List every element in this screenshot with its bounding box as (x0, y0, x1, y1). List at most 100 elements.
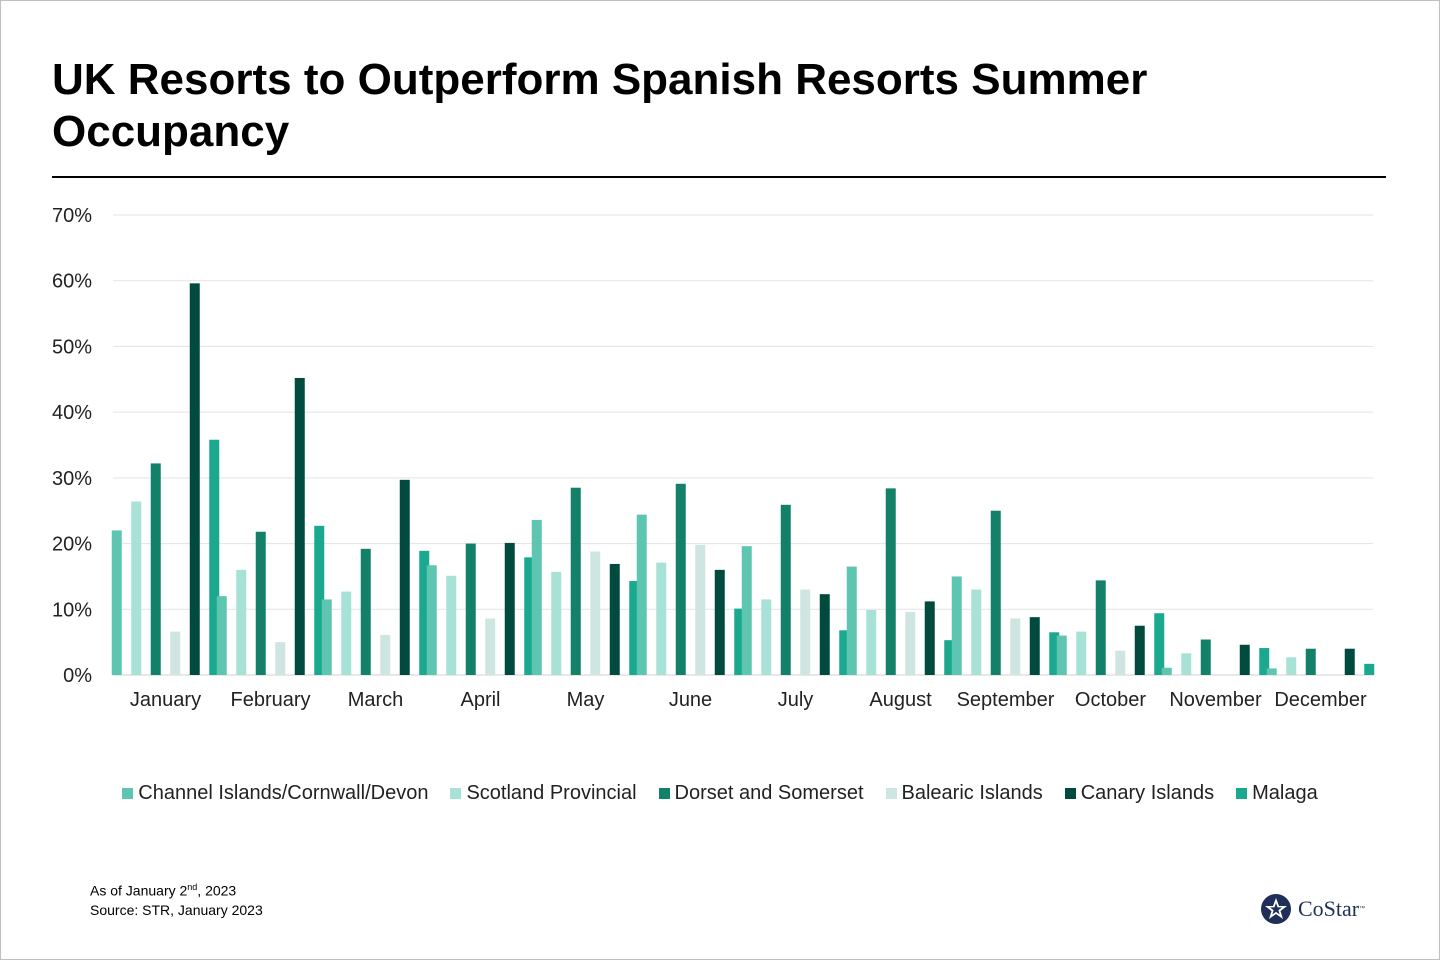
bar (1010, 618, 1021, 675)
bar (1134, 625, 1145, 675)
costar-trademark: ™ (1359, 906, 1366, 912)
y-tick-label: 0% (63, 665, 92, 687)
x-tick-label: September (957, 689, 1055, 711)
bar (846, 566, 857, 675)
bar (1095, 580, 1106, 675)
chart-legend: Channel Islands/Cornwall/Devon Scotland P… (0, 782, 1440, 805)
bar (255, 531, 266, 675)
y-tick-label: 50% (52, 336, 92, 358)
y-tick-label: 20% (52, 534, 92, 556)
as-of-ordinal: nd (187, 882, 198, 892)
x-tick-label: February (230, 689, 310, 711)
y-tick-label: 30% (52, 468, 92, 490)
bar (216, 596, 227, 675)
legend-label: Scotland Provincial (466, 782, 637, 804)
bar (419, 550, 430, 675)
x-tick-label: January (130, 689, 201, 711)
bar (609, 563, 620, 675)
legend-swatch (1064, 788, 1076, 799)
x-tick-label: March (348, 689, 404, 711)
y-tick-label: 60% (52, 271, 92, 293)
bar (1239, 644, 1250, 675)
as-of-date: As of January 2nd, 2023 (90, 878, 263, 901)
bar (275, 642, 286, 675)
bar (1029, 617, 1040, 675)
x-tick-label: November (1169, 689, 1262, 711)
bar (944, 640, 955, 675)
bar (399, 479, 410, 675)
legend-item: Canary Islands (1064, 782, 1215, 805)
title-divider (52, 176, 1386, 178)
bar (971, 589, 982, 675)
bar (551, 571, 562, 675)
x-tick-label: June (669, 689, 712, 711)
bar (800, 589, 811, 675)
y-tick-label: 40% (52, 402, 92, 424)
bar (170, 631, 181, 675)
bar (924, 601, 935, 675)
bar (866, 609, 877, 675)
x-tick-label: December (1274, 689, 1367, 711)
bar (294, 377, 305, 675)
bar (570, 487, 581, 675)
bar (885, 488, 896, 675)
legend-item: Scotland Provincial (450, 782, 637, 805)
source-note: Source: STR, January 2023 (90, 901, 263, 918)
bar (504, 542, 515, 675)
bar (695, 544, 706, 675)
bar (990, 510, 1001, 675)
bar (1259, 648, 1270, 675)
bar (1056, 635, 1067, 675)
bar (951, 576, 962, 675)
legend-label: Channel Islands/Cornwall/Devon (138, 782, 429, 804)
bar (1266, 668, 1277, 675)
x-tick-label: July (778, 689, 814, 711)
legend-label: Canary Islands (1080, 782, 1215, 804)
bar (1154, 613, 1165, 675)
as-of-prefix: As of January 2 (90, 882, 188, 899)
legend-label: Dorset and Somerset (674, 782, 864, 804)
bar (209, 439, 220, 675)
x-tick-label: April (460, 689, 500, 711)
legend-item: Channel Islands/Cornwall/Devon (122, 782, 428, 805)
bar (761, 599, 772, 675)
chart-title: UK Resorts to Outperform Spanish Resorts… (52, 55, 1148, 156)
bar (839, 630, 850, 675)
bar (714, 569, 725, 675)
x-tick-label: October (1075, 689, 1146, 711)
footnote: As of January 2nd, 2023 Source: STR, Jan… (90, 878, 263, 920)
bar (321, 599, 332, 675)
bar (1049, 632, 1060, 675)
bar (636, 514, 647, 675)
bar-chart: 0% 10% 20% 30% 40% 50% 60% 70% January February Ma… (52, 205, 1375, 711)
bar (1076, 631, 1087, 675)
bar (531, 519, 542, 675)
bar (380, 634, 391, 675)
bar (426, 565, 437, 675)
bar (1286, 657, 1297, 675)
bar (741, 546, 752, 675)
legend-item: Dorset and Somerset (658, 782, 864, 805)
bar (590, 551, 601, 675)
legend-item: Balearic Islands (885, 782, 1043, 805)
bar (341, 591, 352, 675)
bar (236, 569, 247, 675)
costar-logo: CoStar ™ (1260, 893, 1365, 925)
y-tick-label: 70% (52, 205, 92, 227)
legend-label: Balearic Islands (901, 782, 1043, 804)
bar (360, 548, 371, 675)
bar (465, 543, 476, 675)
as-of-suffix: , 2023 (197, 882, 237, 899)
legend-swatch (450, 788, 462, 799)
bar (1181, 653, 1192, 675)
bar (131, 501, 142, 675)
legend-swatch (658, 788, 670, 799)
legend-item: Malaga (1236, 782, 1318, 805)
legend-swatch (885, 788, 897, 799)
bar (314, 525, 325, 675)
legend-swatch (1236, 788, 1248, 799)
bar (1364, 663, 1375, 675)
legend-label: Malaga (1252, 782, 1318, 804)
bar (1344, 648, 1355, 675)
bar (446, 575, 457, 675)
